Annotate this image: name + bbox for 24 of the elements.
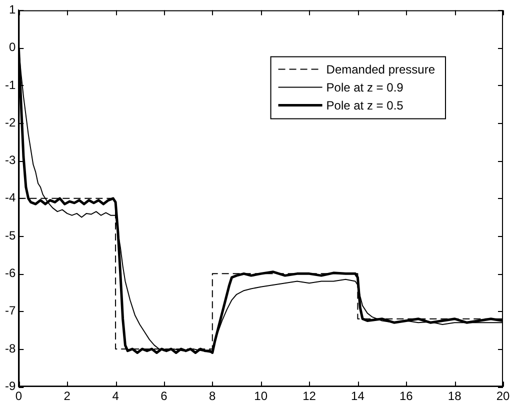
- x-tick-label: 18: [448, 389, 462, 404]
- y-tick-label: -6: [5, 266, 16, 280]
- y-tick-label: -9: [5, 378, 16, 393]
- x-tick-label: 2: [64, 389, 71, 404]
- y-tick-label: 0: [8, 40, 16, 54]
- y-tick-label: -3: [5, 153, 16, 168]
- y-tick-label: -1: [5, 78, 16, 92]
- y-tick-label: -2: [5, 115, 16, 130]
- x-tick-label: 16: [399, 389, 414, 404]
- x-tick-label: 6: [160, 389, 168, 404]
- legend-label: Pole at z = 0.9: [326, 80, 404, 95]
- x-tick-label: 10: [254, 389, 268, 404]
- x-tick-label: 20: [496, 389, 510, 404]
- y-tick-label: -7: [5, 304, 16, 318]
- x-tick-label: 8: [209, 389, 216, 404]
- y-tick-label: 1: [8, 2, 16, 17]
- x-tick-label: 4: [112, 389, 120, 404]
- legend-label: Demanded pressure: [326, 62, 436, 77]
- x-tick-label: 14: [351, 389, 365, 404]
- legend-label: Pole at z = 0.5: [326, 98, 404, 113]
- y-tick-label: -4: [5, 190, 16, 205]
- y-tick-label: -8: [5, 341, 16, 356]
- y-tick-label: -5: [5, 228, 16, 242]
- x-tick-label: 12: [302, 389, 316, 404]
